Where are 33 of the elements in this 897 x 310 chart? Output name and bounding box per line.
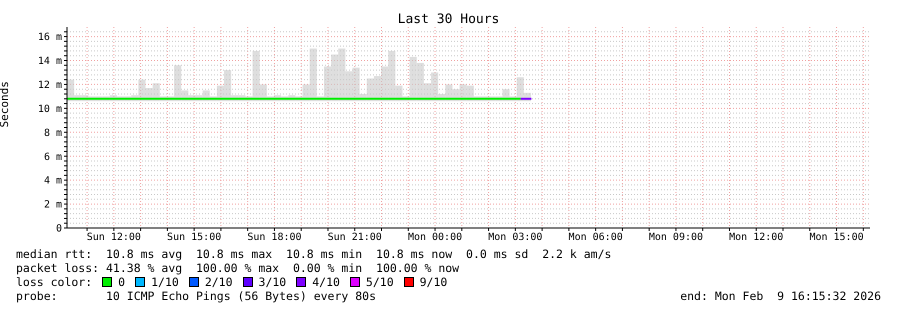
y-axis-title: Seconds <box>0 81 11 128</box>
y-tick-label: 14 m <box>38 56 62 68</box>
y-tick-label: 0 <box>56 224 62 235</box>
y-tick-label: 2 m <box>44 200 62 211</box>
y-tick-label: 4 m <box>44 176 62 187</box>
x-tick-label: Mon 12:00 <box>729 232 784 244</box>
legend-label: 1/10 <box>151 275 179 289</box>
legend-label: 4/10 <box>312 275 340 289</box>
text: end: Mon Feb 9 16:15:32 2026 <box>680 289 881 303</box>
legend-label: 5/10 <box>366 275 394 289</box>
x-tick-label: Mon 15:00 <box>809 232 864 244</box>
legend-label: 0 <box>118 275 126 289</box>
x-tick-label: Mon 06:00 <box>568 232 623 244</box>
x-tick-label: Sun 18:00 <box>247 232 302 244</box>
legend-title: loss color: <box>16 275 92 289</box>
y-tick-label: 12 m <box>38 80 62 91</box>
x-tick-label: Mon 09:00 <box>648 232 704 244</box>
x-tick-label: Sun 12:00 <box>86 232 141 244</box>
x-tick-label: Sun 15:00 <box>167 232 222 244</box>
text: median rtt: 10.8 ms avg 10.8 ms max 10.8 ms min 10.8 ms now 0.0 ms sd 2.2 k am/s <box>16 247 612 261</box>
y-tick-label: 16 m <box>38 32 62 44</box>
legend-label: 9/10 <box>420 275 448 289</box>
text: probe: 10 ICMP Echo Pings (56 Bytes) every 80s <box>16 289 376 303</box>
y-tick-label: 8 m <box>44 128 62 139</box>
y-tick-label: 10 m <box>38 104 62 115</box>
x-tick-label: Sun 21:00 <box>328 232 382 244</box>
text: packet loss: 41.38 % avg 100.00 % max 0.00 % min 100.00 % now <box>16 261 460 275</box>
legend-label: 2/10 <box>204 275 233 289</box>
legend-label: 3/10 <box>258 275 286 289</box>
x-tick-label: Mon 00:00 <box>408 232 462 244</box>
y-tick-label: 6 m <box>44 152 62 163</box>
chart-title: Last 30 Hours <box>396 12 500 27</box>
x-tick-label: Mon 03:00 <box>488 232 542 244</box>
